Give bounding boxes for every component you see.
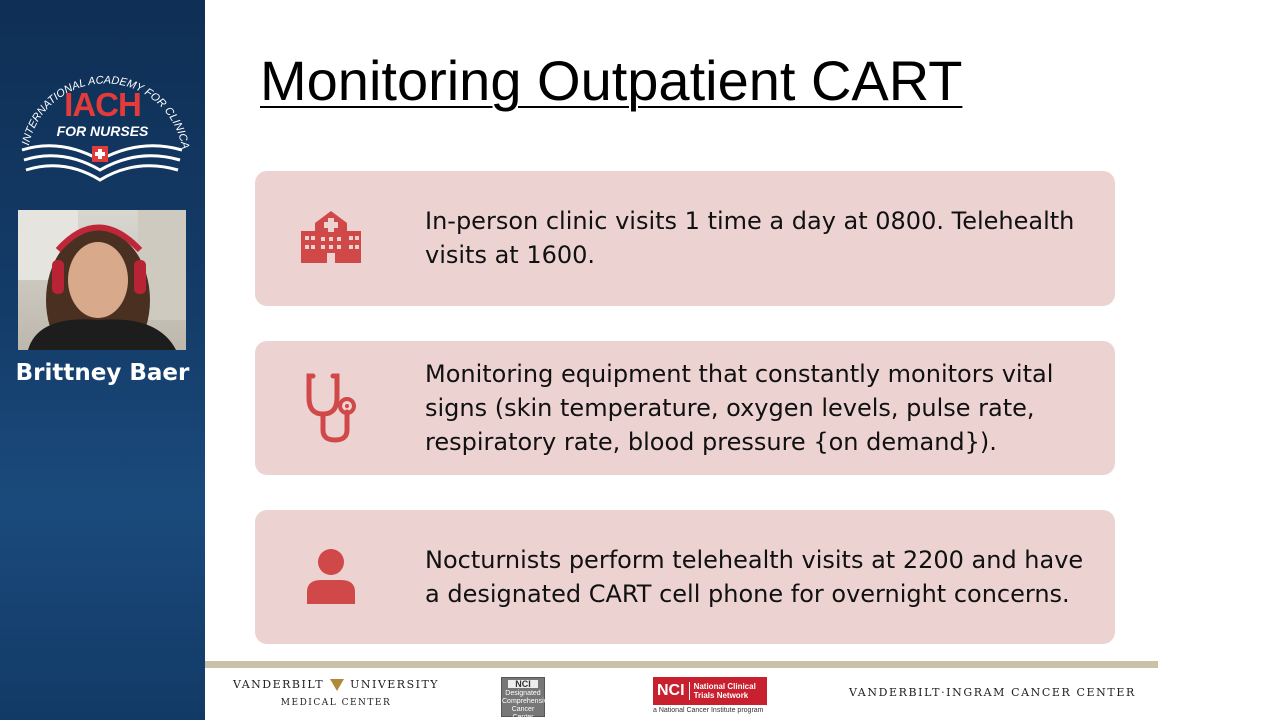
vanderbilt-medical-center-logo: VANDERBILT UNIVERSITY MEDICAL CENTER <box>233 678 440 708</box>
info-card-nocturnists: Nocturnists perform telehealth visits at… <box>255 510 1115 644</box>
footer-rule <box>205 661 1158 668</box>
presenter-name: Brittney Baer <box>15 360 190 386</box>
nci-designated-badge: NCI Designated Comprehensive Cancer Cent… <box>501 677 552 721</box>
vanderbilt-ingram-logo: VANDERBILT·INGRAM CANCER CENTER <box>849 686 1136 699</box>
info-card-clinic: In-person clinic visits 1 time a day at … <box>255 171 1115 306</box>
nci-clinical-trials-network-logo: NCI National Clinical Trials Network a N… <box>653 677 767 714</box>
card-text: In-person clinic visits 1 time a day at … <box>425 207 1075 269</box>
person-icon <box>307 549 355 604</box>
iach-logo: INTERNATIONAL ACADEMY FOR CLINICAL HEMAT… <box>0 0 205 200</box>
slide-title: Monitoring Outpatient CART <box>260 49 963 112</box>
card-text: Monitoring equipment that constantly mon… <box>425 360 1054 456</box>
vu-oak-leaf-icon <box>330 679 345 691</box>
sidebar: INTERNATIONAL ACADEMY FOR CLINICAL HEMAT… <box>0 0 205 720</box>
card-text: Nocturnists perform telehealth visits at… <box>425 546 1084 608</box>
logo-subtitle: FOR NURSES <box>56 123 149 139</box>
presenter-image <box>18 210 186 350</box>
footer-logos: VANDERBILT UNIVERSITY MEDICAL CENTER NCI… <box>205 668 1280 721</box>
info-card-monitoring: Monitoring equipment that constantly mon… <box>255 341 1115 475</box>
logo-title: IACH <box>64 86 142 123</box>
hospital-icon <box>301 211 361 263</box>
presenter-video <box>18 210 186 350</box>
logo-arc-graphic: INTERNATIONAL ACADEMY FOR CLINICAL HEMAT… <box>0 0 191 182</box>
stethoscope-icon <box>306 373 356 443</box>
